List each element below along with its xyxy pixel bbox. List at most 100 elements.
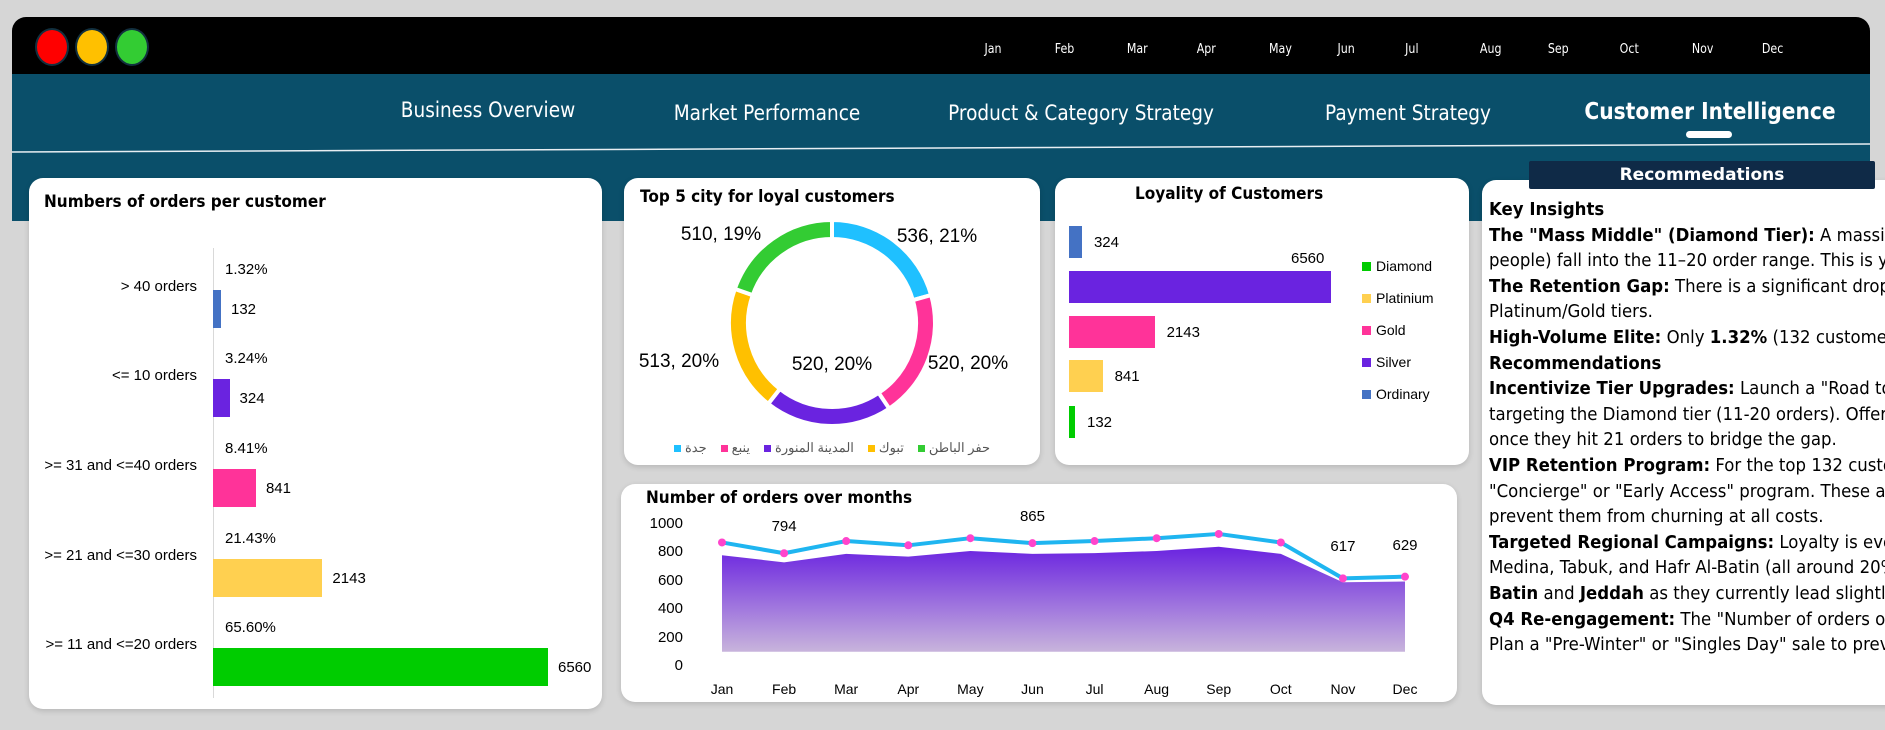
value-label: 841 <box>1114 368 1140 385</box>
text: For the top 132 custom <box>1715 454 1885 476</box>
tab-customer-intelligence[interactable]: Customer Intelligence <box>1584 99 1836 125</box>
tab-market-performance[interactable]: Market Performance <box>673 101 861 125</box>
data-point <box>1338 574 1347 583</box>
value-label: 324 <box>1093 234 1119 251</box>
text: people) fall into the 11–20 order range.… <box>1489 250 1885 272</box>
recommendation-line: VIP Retention Program: For the top 132 c… <box>1489 453 1885 479</box>
data-label: 617 <box>1330 538 1356 556</box>
data-point <box>1090 537 1099 546</box>
donut-slice <box>765 386 892 428</box>
percent-label: 3.24% <box>225 350 268 367</box>
tab-product-category-strategy[interactable]: Product & Category Strategy <box>948 101 1214 125</box>
x-tick-label: May <box>957 681 984 697</box>
donut-slice <box>727 286 783 407</box>
recommendation-line: "Concierge" or "Early Access" program. T… <box>1489 479 1885 505</box>
month-filter-may[interactable]: May <box>1269 42 1292 57</box>
text: Platinum/Gold tiers. <box>1489 301 1653 323</box>
text: Launch a "Road to Pl <box>1739 378 1885 400</box>
category-label: >= 11 and <=20 orders <box>45 636 197 653</box>
value-label: 2143 <box>332 570 366 587</box>
legend-label: Platinium <box>1376 290 1434 306</box>
legend-label: تبوك <box>878 440 904 455</box>
month-filter-sep[interactable]: Sep <box>1547 42 1569 57</box>
x-tick-label: Oct <box>1269 681 1292 697</box>
legend-swatch <box>720 444 728 452</box>
month-filter-apr[interactable]: Apr <box>1196 42 1216 57</box>
data-label: 865 <box>1019 508 1045 526</box>
legend-swatch <box>764 444 772 452</box>
text: There is a significant drop-o <box>1669 275 1885 297</box>
donut-legend: جدة ينبع المدينة المنورة تبوك حفر الباطن <box>624 440 1040 456</box>
month-filter-jul[interactable]: Jul <box>1405 42 1419 57</box>
data-point <box>966 534 975 543</box>
x-tick-label: Dec <box>1392 681 1418 697</box>
percent-label: 1.32% <box>225 261 268 278</box>
x-tick-label: Jan <box>710 681 734 697</box>
slice-label: 536, 21% <box>896 226 978 247</box>
month-filter-aug[interactable]: Aug <box>1479 42 1502 57</box>
bold-text: Incentivize Tier Upgrades: <box>1489 378 1735 400</box>
recommendation-line: High-Volume Elite: Only 1.32% (132 custo… <box>1489 325 1885 351</box>
text: Only <box>1661 326 1710 348</box>
slice-label: 510, 19% <box>680 224 762 245</box>
value-label: 6560 <box>1291 250 1325 267</box>
legend-swatch <box>1362 294 1371 303</box>
tab-payment-strategy[interactable]: Payment Strategy <box>1325 101 1491 125</box>
month-filter-mar[interactable]: Mar <box>1126 42 1148 57</box>
recommendation-line: Platinum/Gold tiers. <box>1489 299 1885 325</box>
x-tick-label: Jun <box>1021 681 1044 697</box>
category-label: > 40 orders <box>120 278 197 295</box>
legend-label: حفر الباطن <box>928 440 990 455</box>
category-label: <= 10 orders <box>111 367 197 384</box>
top-cities-card: Top 5 city for loyal customers 536, 21% 5… <box>624 178 1040 465</box>
donut-slice <box>875 292 937 412</box>
y-tick-label: 600 <box>657 571 683 589</box>
tab-business-overview[interactable]: Business Overview <box>400 98 576 122</box>
month-filter-oct[interactable]: Oct <box>1619 42 1639 57</box>
text: A massive <box>1820 224 1885 246</box>
text: once they hit 21 orders to bridge the ga… <box>1489 429 1837 451</box>
orders-over-months-card: Number of orders over months 1000 800 600 4… <box>621 484 1457 702</box>
percent-label: 65.60% <box>225 619 276 636</box>
recommendation-line: prevent them from churning at all costs. <box>1489 504 1885 530</box>
bar <box>213 559 323 597</box>
data-point <box>718 538 726 547</box>
y-tick-label: 800 <box>657 543 683 561</box>
x-tick-label: Feb <box>772 681 797 697</box>
legend-item: ينبع <box>720 440 750 456</box>
bold-text: The "Mass Middle" (Diamond Tier): <box>1489 224 1815 246</box>
bar <box>213 648 548 686</box>
legend-item: حفر الباطن <box>917 440 990 456</box>
x-tick-label: Jul <box>1085 681 1104 697</box>
data-point <box>1401 572 1409 581</box>
value-label: 841 <box>265 480 291 497</box>
minimize-button[interactable] <box>75 28 109 66</box>
y-tick-label: 200 <box>657 628 683 646</box>
y-tick-label: 400 <box>657 600 683 618</box>
legend-swatch <box>673 444 681 452</box>
donut-chart <box>727 217 937 428</box>
recommendation-line: Q4 Re-engagement: The "Number of orders … <box>1489 607 1885 633</box>
month-filter-nov[interactable]: Nov <box>1691 42 1714 57</box>
month-filter-jun[interactable]: Jun <box>1337 42 1355 57</box>
maximize-button[interactable] <box>115 28 149 66</box>
x-tick-label: Sep <box>1206 681 1232 697</box>
data-point <box>1028 539 1037 548</box>
bold-text: VIP Retention Program: <box>1489 454 1711 476</box>
active-tab-indicator <box>1686 131 1732 138</box>
value-label: 132 <box>231 301 257 318</box>
month-filter-jan[interactable]: Jan <box>984 42 1002 57</box>
data-point <box>1152 534 1161 543</box>
month-filter-feb[interactable]: Feb <box>1054 42 1075 57</box>
close-button[interactable] <box>35 28 69 66</box>
data-point <box>780 549 789 558</box>
loyalty-card: Loyality of Customers 324 6560 2143 841 132 D… <box>1055 178 1469 465</box>
chart-title: Top 5 city for loyal customers <box>640 187 895 207</box>
recommendation-line: once they hit 21 orders to bridge the ga… <box>1489 427 1885 453</box>
legend-item: تبوك <box>867 440 904 456</box>
bold-text: Jeddah <box>1579 582 1644 604</box>
text: as they currently lead slightly i <box>1643 582 1885 604</box>
x-tick-label: Aug <box>1144 681 1170 697</box>
month-filter-dec[interactable]: Dec <box>1761 42 1784 57</box>
recommendation-line: Batin and Jeddah as they currently lead … <box>1489 581 1885 607</box>
